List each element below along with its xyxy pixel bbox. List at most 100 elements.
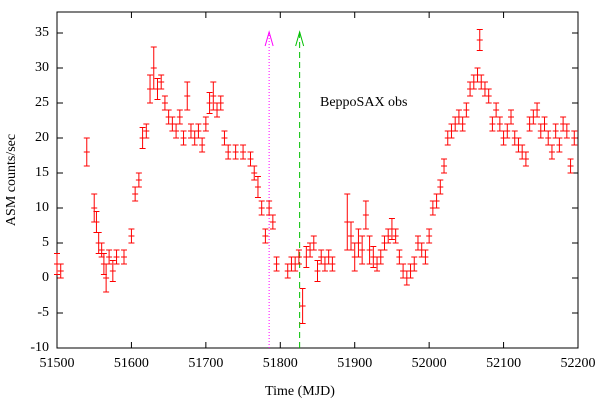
error-point [173,123,180,139]
error-point [496,116,503,132]
error-point [433,193,440,209]
plot-frame [56,11,579,349]
error-point [359,235,366,265]
error-point [143,123,150,139]
x-tick-label: 52200 [561,356,596,371]
error-point [254,176,261,198]
annotation: BeppoSAX obs [320,95,408,110]
error-point [422,249,429,265]
y-tick-label: 15 [35,165,49,180]
error-point [132,186,139,202]
error-point [392,228,399,244]
x-tick-label: 51900 [337,356,372,371]
marker-arrow [264,30,274,47]
error-point [548,144,555,160]
error-point [176,109,183,125]
y-tick-label: 35 [35,25,49,40]
error-point [455,109,462,125]
y-tick-label: -5 [37,305,49,320]
error-point [396,249,403,265]
error-point [120,249,127,265]
error-point [251,165,258,181]
error-point [567,158,574,174]
marker-arrow [295,30,305,47]
error-point [57,263,64,279]
x-tick-label: 51500 [40,356,75,371]
error-point [411,256,418,272]
x-axis-label: Time (MJD) [265,384,335,399]
error-point [459,116,466,132]
error-point [247,151,254,167]
error-point [54,253,60,275]
error-point [310,235,317,251]
x-tick-label: 52000 [412,356,447,371]
error-point [463,102,470,118]
error-point [225,144,232,160]
x-tick-label: 51800 [263,356,298,371]
error-point [563,123,570,139]
error-point [347,221,354,251]
error-point [199,137,206,153]
error-point [161,95,168,111]
y-tick-label: 10 [35,200,49,215]
error-point [135,172,142,188]
error-point [366,235,373,265]
error-point [184,81,191,111]
x-tick-label: 51700 [188,356,223,371]
error-point [266,200,273,216]
y-tick-label: 30 [35,60,49,75]
x-tick-label: 51600 [114,356,149,371]
error-point [258,200,265,216]
error-point [269,214,276,230]
error-point [113,249,120,265]
error-point [508,109,515,125]
y-tick-label: 25 [35,95,49,110]
error-point [519,144,526,160]
error-point [158,74,165,90]
error-point [217,95,224,111]
y-tick-label: 5 [42,235,49,250]
error-point [150,46,157,90]
error-point [556,137,563,153]
error-point [545,130,552,146]
error-point [303,246,310,268]
error-point [314,260,321,282]
error-point [295,249,302,265]
error-point [541,116,548,132]
y-tick-label: 20 [35,130,49,145]
error-point [489,116,496,132]
error-point [355,228,362,258]
error-point [202,116,209,132]
error-point [106,249,113,265]
error-point [522,151,529,167]
error-point [437,179,444,195]
error-point [180,130,187,146]
error-point [552,123,559,139]
error-point [329,256,336,272]
error-point [571,130,578,146]
x-tick-label: 52100 [486,356,521,371]
error-point [128,228,135,244]
error-point [426,228,433,244]
error-point [493,102,500,118]
error-point [109,260,116,282]
error-point [232,144,239,160]
error-point [504,123,511,139]
error-point [83,137,90,167]
error-point [476,29,483,51]
error-point [273,256,280,272]
error-point [206,92,213,114]
y-tick-label: -10 [30,340,49,355]
error-point [262,228,269,244]
y-axis-label: ASM counts/sec [4,134,19,226]
y-tick-label: 0 [42,270,49,285]
error-point [240,144,247,160]
error-point [441,158,448,174]
error-point [452,116,459,132]
error-point [362,200,369,230]
error-point [485,88,492,104]
error-point [221,130,228,146]
error-point [195,123,202,139]
error-point [210,81,217,111]
